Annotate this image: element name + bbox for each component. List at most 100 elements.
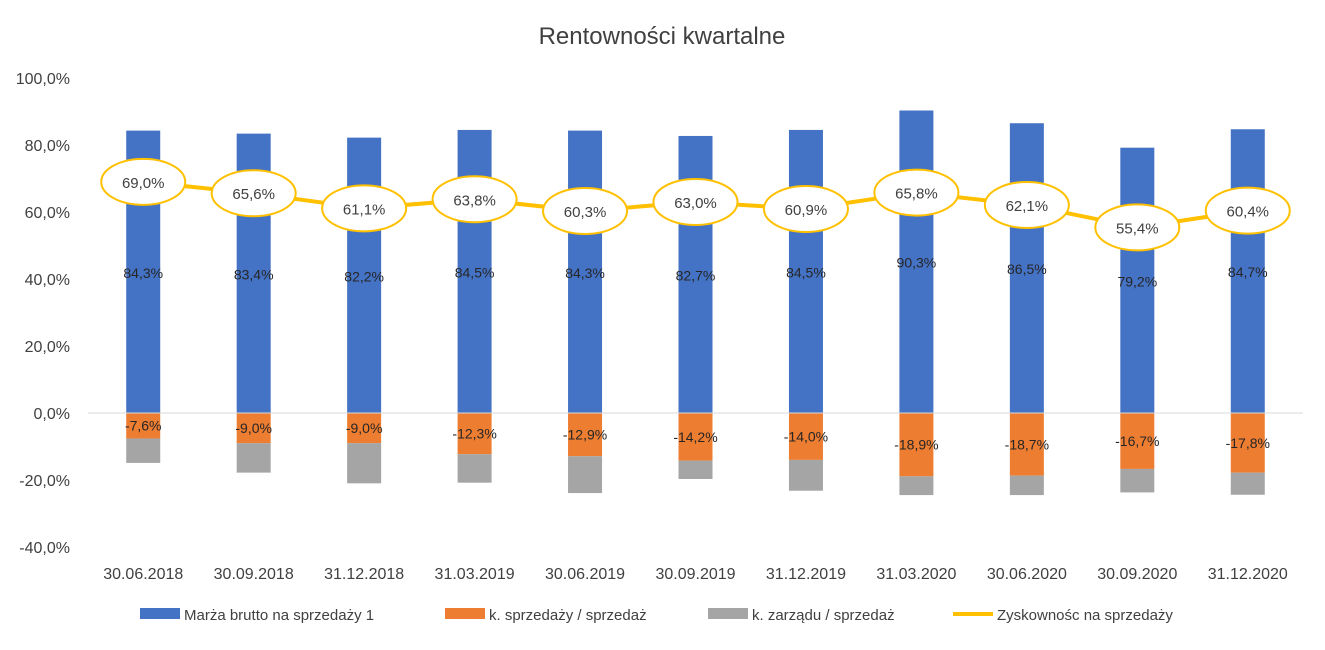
line-point-zyskownosc (1204, 186, 1291, 235)
data-label-marza-brutto: 86,5% (1007, 261, 1047, 277)
bar-marza-brutto (788, 129, 823, 414)
line-point-zyskownosc (542, 186, 629, 235)
bar-k-sprzedazy (899, 413, 934, 477)
y-tick-label: 0,0% (34, 406, 70, 423)
y-tick-label: 40,0% (25, 272, 70, 289)
bar-marza-brutto (899, 110, 934, 414)
bar-k-zarzadu (1009, 475, 1044, 496)
data-label-zyskownosc: 63,8% (453, 192, 496, 209)
x-category-label: 30.06.2019 (545, 566, 625, 583)
legend-label: k. zarządu / sprzedaż (752, 607, 895, 624)
bar-k-sprzedazy (1120, 413, 1155, 469)
legend-label: Zyskownośc na sprzedaży (997, 607, 1173, 624)
line-point-zyskownosc (321, 184, 408, 233)
data-label-zyskownosc: 60,3% (564, 204, 607, 221)
data-label-k-sprzedazy: -18,7% (1005, 436, 1049, 452)
line-point-zyskownosc (210, 169, 297, 218)
data-label-zyskownosc: 60,4% (1226, 204, 1269, 221)
legend-swatch (140, 608, 180, 619)
data-label-zyskownosc: 65,8% (895, 186, 938, 203)
y-tick-label: -20,0% (19, 473, 70, 490)
data-label-zyskownosc: 69,0% (122, 175, 165, 192)
x-category-label: 30.09.2019 (655, 566, 735, 583)
x-category-label: 30.09.2018 (214, 566, 294, 583)
legend-swatch (445, 608, 485, 619)
data-label-k-sprzedazy: -12,9% (563, 427, 607, 443)
data-label-marza-brutto: 84,7% (1228, 264, 1268, 280)
bar-marza-brutto (1230, 129, 1265, 413)
y-tick-label: 100,0% (16, 71, 70, 88)
bar-k-zarzadu (678, 460, 713, 479)
legend: Marża brutto na sprzedaży 1 k. sprzedaży … (140, 607, 1173, 624)
data-label-marza-brutto: 82,2% (344, 268, 384, 284)
data-label-marza-brutto: 82,7% (676, 267, 716, 283)
bar-k-zarzadu (568, 456, 603, 494)
data-label-marza-brutto: 84,3% (123, 265, 163, 281)
data-label-zyskownosc: 60,9% (785, 202, 828, 219)
data-label-marza-brutto: 83,4% (234, 266, 274, 282)
line-point-zyskownosc (873, 168, 960, 217)
data-label-zyskownosc: 55,4% (1116, 220, 1159, 237)
line-point-zyskownosc (100, 157, 187, 206)
data-label-k-sprzedazy: -9,0% (235, 420, 272, 436)
x-category-label: 31.03.2020 (876, 566, 956, 583)
x-category-label: 30.06.2018 (103, 566, 183, 583)
bar-labels: 84,3% -7,6% 83,4% -9,0% 82,2% -9,0% 84,5% -12,3… (123, 255, 1270, 453)
bar-k-zarzadu (788, 459, 823, 491)
line-point-zyskownosc (1094, 203, 1181, 252)
data-label-zyskownosc: 61,1% (343, 201, 386, 218)
x-category-label: 31.03.2019 (435, 566, 515, 583)
bar-k-sprzedazy (678, 413, 713, 461)
bar-k-sprzedazy (457, 413, 492, 455)
bar-k-sprzedazy (1230, 413, 1265, 473)
y-tick-label: 20,0% (25, 339, 70, 356)
bar-k-zarzadu (236, 443, 271, 473)
data-label-k-sprzedazy: -17,8% (1226, 435, 1270, 451)
data-label-k-sprzedazy: -18,9% (894, 437, 938, 453)
y-tick-label: 60,0% (25, 205, 70, 222)
data-label-k-sprzedazy: -12,3% (452, 426, 496, 442)
legend-label: Marża brutto na sprzedaży 1 (184, 607, 374, 624)
bar-k-sprzedazy (126, 413, 161, 439)
bar-k-sprzedazy (347, 413, 382, 444)
y-tick-label: 80,0% (25, 138, 70, 155)
bar-k-zarzadu (347, 443, 382, 484)
bar-marza-brutto (1009, 123, 1044, 413)
bar-k-zarzadu (457, 454, 492, 483)
data-label-k-sprzedazy: -7,6% (125, 418, 162, 434)
data-label-marza-brutto: 84,3% (565, 265, 605, 281)
data-label-k-sprzedazy: -16,7% (1115, 433, 1159, 449)
bar-marza-brutto (1120, 147, 1155, 413)
x-category-label: 31.12.2019 (766, 566, 846, 583)
data-label-marza-brutto: 79,2% (1117, 273, 1157, 289)
bar-k-zarzadu (1230, 472, 1265, 495)
bar-k-sprzedazy (236, 413, 271, 444)
bar-k-zarzadu (1120, 468, 1155, 493)
line-point-zyskownosc (983, 180, 1070, 229)
x-category-label: 31.12.2020 (1208, 566, 1288, 583)
bar-k-sprzedazy (568, 413, 603, 457)
data-label-zyskownosc: 65,6% (232, 186, 275, 203)
bar-k-zarzadu (899, 476, 934, 496)
data-label-zyskownosc: 63,0% (674, 195, 717, 212)
data-label-zyskownosc: 62,1% (1006, 198, 1049, 215)
data-label-marza-brutto: 84,5% (786, 264, 826, 280)
chart-title: Rentowności kwartalne (539, 23, 786, 50)
bar-k-zarzadu (126, 438, 161, 463)
data-label-k-sprzedazy: -14,2% (673, 429, 717, 445)
x-category-label: 30.09.2020 (1097, 566, 1177, 583)
x-category-label: 30.06.2020 (987, 566, 1067, 583)
bar-k-sprzedazy (1009, 413, 1044, 476)
bar-k-sprzedazy (788, 413, 823, 460)
profit-line: 69,0% 65,6% 61,1% 63,8% 60,3% 63,0% 60,9% 65,8%… (100, 157, 1291, 252)
legend-label: k. sprzedaży / sprzedaż (489, 607, 647, 624)
bar-marza-brutto (568, 130, 603, 413)
x-category-label: 31.12.2018 (324, 566, 404, 583)
data-label-k-sprzedazy: -14,0% (784, 428, 828, 444)
line-point-zyskownosc (762, 184, 849, 233)
line-point-zyskownosc (431, 175, 518, 224)
legend-swatch (708, 608, 748, 619)
data-label-marza-brutto: 84,5% (455, 264, 495, 280)
